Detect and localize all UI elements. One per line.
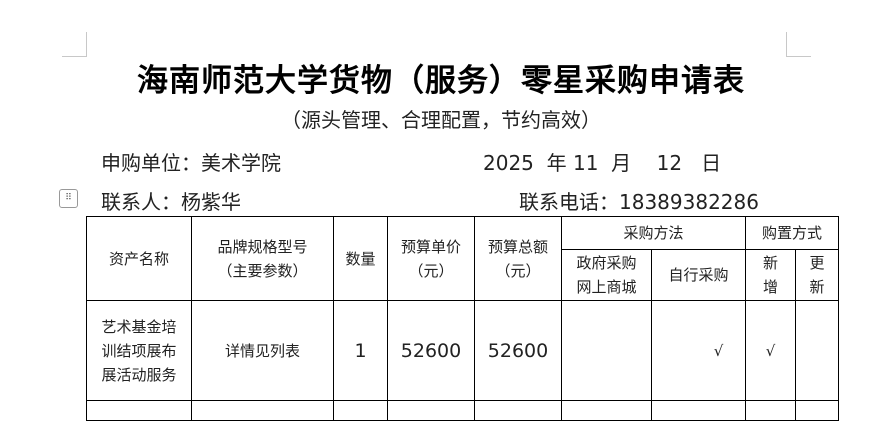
applicant-unit-label: 申购单位： [101,151,201,175]
cell-total[interactable]: 52600 [474,300,562,401]
asset-name-line: 训结项展布 [101,341,177,360]
contact: 联系人：杨紫华 [101,186,241,215]
cell-gov-mall[interactable] [561,300,652,401]
date-month: 11 [572,151,599,175]
date-year-unit: 年 [546,151,567,175]
header-unit-price-line2: （元） [408,261,454,280]
header-brand-spec-line1: 品牌规格型号 [217,237,308,256]
cell-unit-price[interactable]: 52600 [387,300,475,401]
header-new-line1: 新 [762,254,778,272]
header-self-purchase: 自行采购 [651,249,746,301]
cell-self-purchase[interactable]: √ [651,300,746,401]
phone: 联系电话：18389382286 [519,186,759,215]
date: 2025 年 11 月 12 日 [483,147,721,176]
header-total-line1: 预算总额 [487,237,548,256]
phone-value: 18389382286 [619,190,759,214]
header-brand-spec-line2: （主要参数） [217,261,308,280]
contact-value: 杨紫华 [181,190,241,214]
page-corner-mark [62,32,87,57]
applicant-unit-value: 美术学院 [201,151,281,175]
header-renew: 更新 [795,249,839,301]
header-renew-line2: 新 [809,278,825,296]
procurement-table: 资产名称 品牌规格型号 （主要参数） 数量 预算单价 （元） 预算总额 （元） 采购方… [86,216,839,421]
header-gov-mall-line2: 网上商城 [576,278,637,296]
asset-name-line: 艺术基金培 [101,317,177,336]
page-title: 海南师范大学货物（服务）零星采购申请表 [137,63,745,99]
header-asset-name: 资产名称 [86,216,192,301]
header-purchase-type: 购置方式 [745,216,839,250]
cell-asset-name[interactable]: 艺术基金培训结项展布展活动服务 [86,300,192,401]
header-gov-mall-line1: 政府采购 [576,254,637,272]
date-year: 2025 [483,151,534,175]
cell-renew[interactable] [795,300,839,401]
header-total: 预算总额 （元） [474,216,562,301]
date-day-unit: 日 [701,151,722,175]
page-corner-mark [786,32,811,57]
applicant-unit: 申购单位：美术学院 [101,147,281,176]
header-new: 新增 [745,249,796,301]
header-brand-spec: 品牌规格型号 （主要参数） [191,216,334,301]
header-renew-line1: 更 [809,254,825,272]
cell-quantity[interactable]: 1 [333,300,388,401]
phone-label: 联系电话： [519,190,619,214]
date-month-unit: 月 [611,151,632,175]
cell-new[interactable]: √ [745,300,796,401]
header-unit-price: 预算单价 （元） [387,216,475,301]
page-subtitle: （源头管理、合理配置，节约高效） [281,108,601,132]
header-unit-price-line1: 预算单价 [400,237,461,256]
header-total-line2: （元） [495,261,541,280]
asset-name-line: 展活动服务 [101,365,177,384]
table-row: 艺术基金培训结项展布展活动服务 详情见列表 1 52600 52600 √ √ [86,300,839,401]
header-method: 采购方法 [561,216,746,250]
header-gov-mall: 政府采购 网上商城 [561,249,652,301]
cell-brand-spec[interactable]: 详情见列表 [191,300,334,401]
date-day: 12 [656,151,683,175]
table-move-handle-icon[interactable]: ⠿ [59,189,78,208]
contact-label: 联系人： [101,190,181,214]
header-quantity: 数量 [333,216,388,301]
header-new-line2: 增 [762,278,778,296]
